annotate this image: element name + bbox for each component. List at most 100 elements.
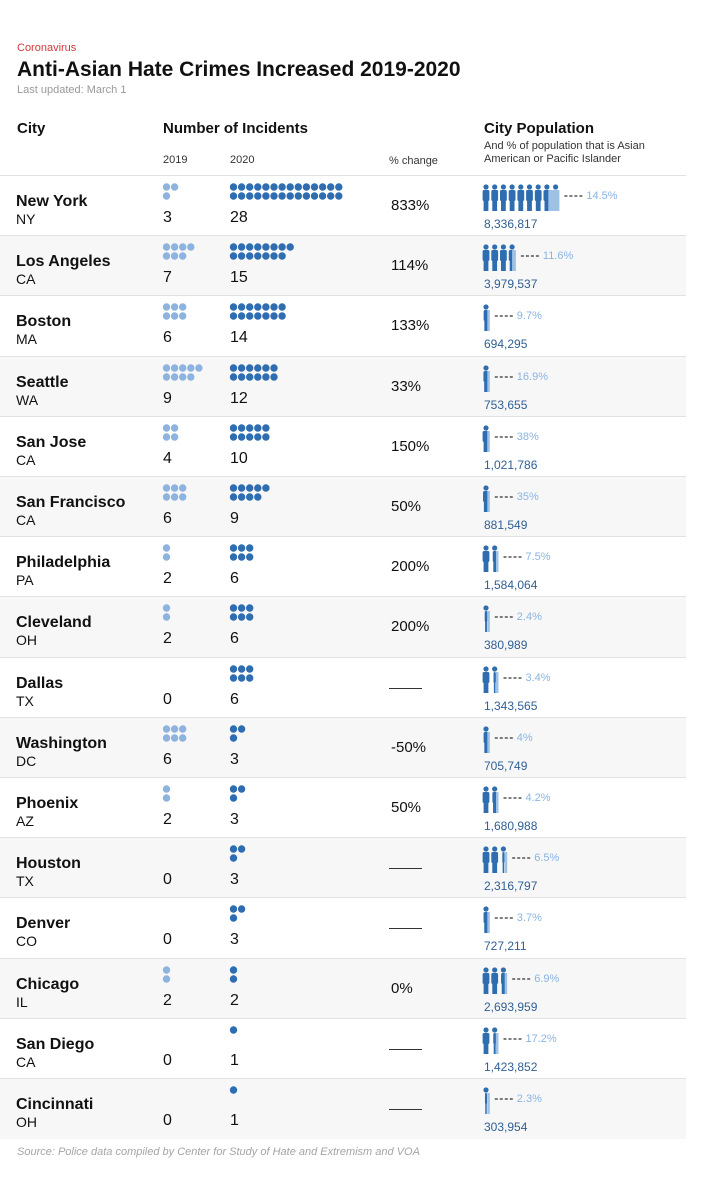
table-row: New York NY 3 28 833% 14.5% 8,336,817	[0, 175, 686, 236]
incident-dot-2020	[229, 493, 238, 501]
person-legs	[492, 259, 498, 272]
city-name: Philadelphia	[16, 554, 111, 572]
incident-dot-2020	[278, 183, 286, 191]
population-value: 303,954	[484, 1120, 528, 1134]
incident-dot-2020	[229, 673, 238, 682]
incident-dot-2019	[170, 312, 179, 321]
population-figures: 7.5%	[482, 545, 551, 573]
incident-dot-2019	[162, 243, 171, 251]
incident-dot-2019	[195, 363, 203, 372]
incident-dot-2019	[170, 424, 179, 432]
incident-dot-2020	[229, 1026, 238, 1034]
aapi-share-highlight	[512, 250, 516, 272]
city-name: Houston	[16, 855, 81, 873]
incident-dot-2020	[254, 484, 262, 492]
incident-dot-2020	[246, 613, 254, 622]
incidents-2019-value: 6	[163, 510, 172, 527]
incident-dot-2020	[229, 372, 238, 381]
incident-dot-2019	[179, 243, 187, 251]
incident-dot-2019	[187, 363, 195, 372]
incident-dot-2020	[246, 553, 254, 561]
aapi-percent-label: 3.4%	[526, 672, 551, 684]
incident-dot-2020	[237, 673, 246, 682]
incident-dots-2019	[162, 363, 203, 381]
incident-dot-2019	[162, 544, 171, 552]
person-legs	[492, 981, 498, 994]
incident-dot-2020	[278, 252, 286, 260]
incident-dots-2019	[162, 785, 171, 802]
person-body	[526, 190, 533, 201]
incident-dot-2020	[327, 192, 335, 200]
city-name: Cleveland	[16, 614, 92, 632]
incident-dot-2019	[170, 484, 179, 492]
incident-dots-2020	[229, 1086, 238, 1094]
aapi-percent-label: 6.5%	[534, 852, 559, 864]
incident-dot-2019	[187, 372, 195, 381]
no-change-dash	[389, 1048, 422, 1050]
population-value: 1,584,064	[484, 578, 538, 593]
incident-dot-2019	[162, 734, 171, 742]
incidents-2019-value: 2	[163, 991, 172, 1009]
person-legs	[483, 199, 489, 211]
person-figure	[491, 184, 499, 211]
person-body	[482, 792, 490, 803]
incident-dot-2020	[335, 192, 343, 200]
incident-dot-2019	[170, 303, 179, 312]
table-row: Los Angeles CA 7 15 114% 11.6% 3,979,537	[0, 235, 686, 297]
incident-dot-2019	[162, 725, 171, 733]
table-row: Washington DC 6 3 -50% 4% 705,749	[0, 716, 686, 778]
population-figures: 9.7%	[483, 304, 542, 332]
aapi-share-highlight	[487, 731, 490, 753]
person-body	[482, 1032, 490, 1044]
incidents-2019-value: 9	[163, 389, 172, 407]
incident-dot-2019	[162, 613, 171, 622]
person-head	[483, 846, 489, 852]
aapi-percent-label: 7.5%	[526, 551, 551, 563]
population-value: 1,021,786	[484, 457, 538, 472]
incident-dot-2020	[229, 664, 238, 673]
incident-dot-2019	[162, 183, 171, 191]
incident-dot-2019	[162, 785, 171, 793]
person-head	[535, 184, 541, 190]
person-head	[500, 846, 506, 852]
percent-change: -50%	[391, 738, 427, 756]
incident-dots-2020	[229, 243, 294, 260]
percent-change: 200%	[391, 618, 430, 636]
column-header-incidents: Number of Incidents	[163, 120, 309, 137]
incident-dot-2020	[237, 183, 246, 191]
city-name: San Francisco	[16, 494, 126, 511]
person-legs	[483, 560, 489, 573]
population-figures: 6.5%	[482, 846, 559, 874]
population-figures: 3.4%	[482, 665, 551, 693]
incident-dot-2020	[237, 252, 246, 260]
incident-dots-2020	[229, 845, 246, 862]
incident-dot-2020	[254, 372, 262, 381]
incident-dot-2019	[179, 363, 187, 372]
person-body	[491, 250, 499, 262]
person-legs	[492, 199, 498, 211]
person-head	[483, 966, 489, 973]
person-legs	[485, 620, 487, 633]
incident-dots-2019	[162, 725, 187, 742]
incident-dot-2019	[170, 493, 179, 501]
population-value: 2,693,959	[484, 999, 538, 1014]
person-body	[492, 551, 497, 563]
person-body	[492, 792, 498, 803]
incidents-2019-value: 2	[163, 811, 172, 828]
person-legs	[483, 439, 489, 452]
person-head	[500, 966, 506, 973]
person-figure	[517, 184, 525, 211]
incident-dot-2020	[262, 183, 270, 191]
person-legs	[483, 259, 489, 272]
incident-dot-2020	[229, 785, 238, 793]
person-figure	[492, 545, 498, 573]
person-body	[484, 611, 488, 623]
incident-dot-2020	[278, 243, 286, 251]
incident-dot-2020	[229, 553, 238, 561]
table-row: Philadelphia PA 2 6 200% 7.5% 1,584,064	[0, 536, 686, 597]
column-header-population: City Population	[484, 120, 594, 137]
incident-dot-2020	[270, 312, 278, 321]
person-body	[500, 190, 507, 201]
incident-dot-2019	[162, 424, 171, 432]
